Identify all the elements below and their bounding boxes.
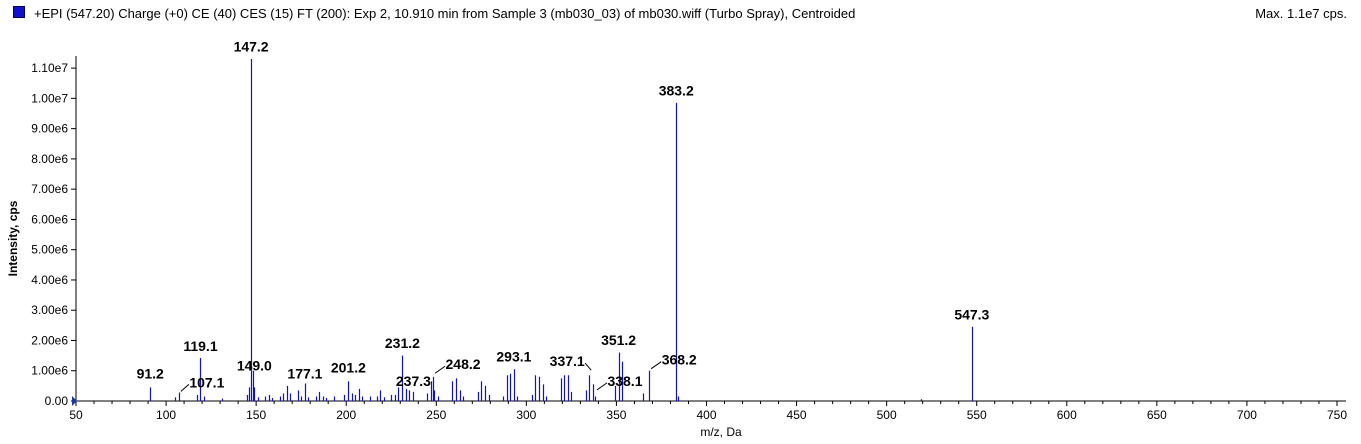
y-tick-label: 6.00e6	[31, 212, 68, 226]
marker-group	[72, 396, 77, 406]
y-tick-label: 1.00e6	[31, 364, 68, 378]
x-tick-label: 450	[787, 408, 807, 422]
spectrum-header: +EPI (547.20) Charge (+0) CE (40) CES (1…	[0, 0, 1361, 28]
y-tick-label: 1.00e7	[31, 91, 68, 105]
peak-label-177.1: 177.1	[287, 365, 322, 381]
x-tick-label: 100	[156, 408, 176, 422]
label-leader	[650, 361, 662, 370]
x-tick-label: 650	[1147, 408, 1167, 422]
peak-label-248.2: 248.2	[446, 356, 481, 372]
x-tick-label: 250	[426, 408, 446, 422]
max-intensity-label: Max. 1.1e7 cps.	[1255, 6, 1347, 21]
x-tick-label: 500	[877, 408, 897, 422]
x-axis-title: m/z, Da	[700, 425, 742, 439]
peak-label-351.2: 351.2	[601, 332, 636, 348]
x-tick-label: 300	[516, 408, 536, 422]
x-tick-label: 750	[1327, 408, 1347, 422]
label-leader	[180, 384, 190, 392]
mass-spectrum-svg: 0.00 1.00e6 2.00e6 3.00e6 4.00e6 5.00e6 6.00e6…	[6, 38, 1347, 439]
label-leader	[584, 362, 592, 371]
label-leader	[596, 382, 608, 391]
peak-label-147.2: 147.2	[234, 38, 269, 54]
y-tick-label: 5.00e6	[31, 243, 68, 257]
peaks-group	[149, 59, 974, 401]
y-tick-label: 1.10e7	[31, 61, 68, 75]
x-tick-label: 200	[336, 408, 356, 422]
y-tick-label: 8.00e6	[31, 152, 68, 166]
y-tick-label: 4.00e6	[31, 273, 68, 287]
peak-label-149.0: 149.0	[237, 358, 272, 374]
mass-spectrum-chart[interactable]: 0.00 1.00e6 2.00e6 3.00e6 4.00e6 5.00e6 6.00e6…	[0, 28, 1361, 439]
y-axis-title: Intensity, cps	[6, 200, 20, 276]
y-tick-label: 2.00e6	[31, 333, 68, 347]
peak-label-338.1: 338.1	[607, 373, 642, 389]
series-swatch[interactable]	[13, 6, 25, 18]
x-tick-label: 700	[1237, 408, 1257, 422]
spectrum-title: +EPI (547.20) Charge (+0) CE (40) CES (1…	[34, 6, 856, 21]
peak-label-231.2: 231.2	[385, 335, 420, 351]
peak-label-383.2: 383.2	[659, 82, 694, 98]
peak-label-547.3: 547.3	[954, 306, 989, 322]
axes-group: 0.00 1.00e6 2.00e6 3.00e6 4.00e6 5.00e6 6.00e6…	[6, 56, 1347, 439]
peak-label-119.1: 119.1	[183, 338, 217, 354]
peak-labels-group: 91.2 107.1 119.1 147.2 149.0 177.1 201.2 231.2 2…	[137, 38, 990, 392]
origin-marker-icon	[72, 396, 77, 406]
label-leader	[434, 365, 446, 374]
y-tick-label: 9.00e6	[31, 122, 68, 136]
peak-label-237.3: 237.3	[396, 373, 431, 389]
x-tick-label: 600	[1057, 408, 1077, 422]
peak-label-107.1: 107.1	[189, 374, 224, 390]
x-tick-label: 550	[967, 408, 987, 422]
x-tick-label: 50	[69, 408, 83, 422]
peak-label-91.2: 91.2	[137, 365, 164, 381]
peak-label-368.2: 368.2	[662, 352, 697, 368]
x-tick-label: 150	[246, 408, 266, 422]
x-tick-label: 350	[606, 408, 626, 422]
peak-label-201.2: 201.2	[331, 359, 366, 375]
peak-label-293.1: 293.1	[496, 349, 531, 365]
x-tick-label: 400	[696, 408, 716, 422]
peak-label-337.1: 337.1	[550, 353, 585, 369]
y-tick-label: 0.00	[45, 394, 69, 408]
y-tick-label: 7.00e6	[31, 182, 68, 196]
y-tick-label: 3.00e6	[31, 303, 68, 317]
